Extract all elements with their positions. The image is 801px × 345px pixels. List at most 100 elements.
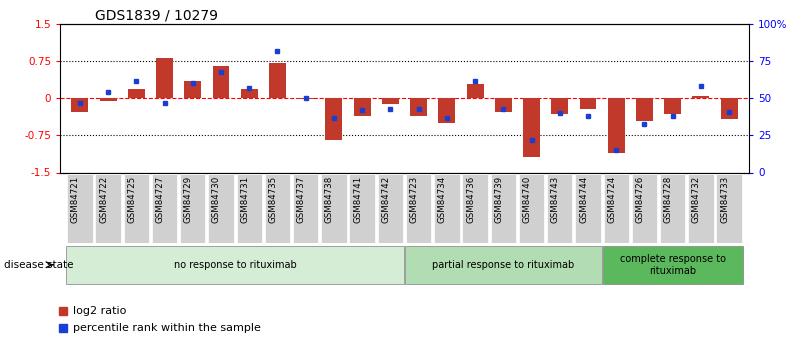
- Text: GSM84737: GSM84737: [296, 176, 306, 223]
- Text: GSM84724: GSM84724: [607, 174, 616, 221]
- Bar: [495, 98, 512, 112]
- Text: GSM84738: GSM84738: [325, 174, 334, 221]
- Text: GSM84733: GSM84733: [720, 176, 729, 223]
- Text: GSM84734: GSM84734: [438, 176, 447, 223]
- Text: GSM84731: GSM84731: [240, 176, 249, 223]
- FancyBboxPatch shape: [321, 174, 347, 243]
- FancyBboxPatch shape: [152, 174, 177, 243]
- FancyBboxPatch shape: [405, 246, 602, 284]
- Text: GSM84727: GSM84727: [155, 174, 164, 221]
- FancyBboxPatch shape: [123, 174, 149, 243]
- Text: GSM84735: GSM84735: [268, 174, 277, 221]
- Bar: [580, 98, 597, 109]
- FancyBboxPatch shape: [519, 174, 544, 243]
- Bar: [382, 98, 399, 104]
- FancyBboxPatch shape: [67, 174, 93, 243]
- Bar: [184, 81, 201, 98]
- Text: GSM84736: GSM84736: [466, 174, 475, 221]
- Bar: [410, 98, 427, 116]
- Bar: [156, 58, 173, 98]
- Text: complete response to
rituximab: complete response to rituximab: [620, 254, 726, 276]
- Text: GSM84723: GSM84723: [409, 176, 419, 223]
- FancyBboxPatch shape: [349, 174, 375, 243]
- Text: GDS1839 / 10279: GDS1839 / 10279: [95, 9, 218, 23]
- Bar: [608, 98, 625, 153]
- Text: GSM84741: GSM84741: [353, 176, 362, 223]
- Bar: [71, 98, 88, 112]
- FancyBboxPatch shape: [265, 174, 290, 243]
- FancyBboxPatch shape: [603, 174, 629, 243]
- Bar: [269, 63, 286, 98]
- Text: percentile rank within the sample: percentile rank within the sample: [73, 323, 261, 333]
- Text: GSM84722: GSM84722: [99, 174, 108, 221]
- Bar: [128, 89, 145, 98]
- Text: GSM84729: GSM84729: [183, 176, 193, 223]
- Bar: [664, 98, 681, 114]
- Text: GSM84740: GSM84740: [522, 174, 532, 221]
- Text: GSM84728: GSM84728: [664, 176, 673, 223]
- FancyBboxPatch shape: [406, 174, 431, 243]
- Bar: [212, 66, 229, 98]
- FancyBboxPatch shape: [462, 174, 488, 243]
- Bar: [99, 98, 116, 101]
- FancyBboxPatch shape: [236, 174, 262, 243]
- Text: partial response to rituximab: partial response to rituximab: [433, 260, 574, 270]
- Text: GSM84730: GSM84730: [212, 174, 221, 221]
- Text: GSM84733: GSM84733: [720, 174, 729, 221]
- FancyBboxPatch shape: [180, 174, 206, 243]
- Bar: [354, 98, 371, 116]
- Text: GSM84743: GSM84743: [551, 176, 560, 223]
- FancyBboxPatch shape: [293, 174, 319, 243]
- FancyBboxPatch shape: [716, 174, 742, 243]
- Text: no response to rituximab: no response to rituximab: [174, 260, 296, 270]
- FancyBboxPatch shape: [575, 174, 601, 243]
- Text: GSM84732: GSM84732: [692, 174, 701, 221]
- Bar: [693, 96, 710, 98]
- FancyBboxPatch shape: [547, 174, 573, 243]
- Text: GSM84741: GSM84741: [353, 174, 362, 221]
- Text: GSM84736: GSM84736: [466, 176, 475, 223]
- FancyBboxPatch shape: [95, 174, 121, 243]
- FancyBboxPatch shape: [660, 174, 686, 243]
- FancyBboxPatch shape: [434, 174, 460, 243]
- Text: GSM84737: GSM84737: [296, 174, 306, 221]
- Text: GSM84738: GSM84738: [325, 176, 334, 223]
- FancyBboxPatch shape: [378, 174, 403, 243]
- Bar: [438, 98, 455, 123]
- Text: GSM84742: GSM84742: [381, 176, 390, 223]
- Text: GSM84744: GSM84744: [579, 174, 588, 221]
- Text: GSM84721: GSM84721: [70, 174, 80, 221]
- Text: GSM84729: GSM84729: [183, 174, 193, 221]
- Text: GSM84739: GSM84739: [494, 174, 503, 221]
- FancyBboxPatch shape: [66, 246, 404, 284]
- Text: GSM84725: GSM84725: [127, 174, 136, 221]
- Text: GSM84723: GSM84723: [409, 174, 419, 221]
- Bar: [523, 98, 540, 157]
- FancyBboxPatch shape: [490, 174, 516, 243]
- Text: GSM84730: GSM84730: [212, 176, 221, 223]
- FancyBboxPatch shape: [688, 174, 714, 243]
- Text: GSM84724: GSM84724: [607, 176, 616, 223]
- Text: GSM84742: GSM84742: [381, 174, 390, 221]
- Bar: [636, 98, 653, 120]
- Text: GSM84722: GSM84722: [99, 176, 108, 223]
- Bar: [721, 98, 738, 119]
- Text: GSM84732: GSM84732: [692, 176, 701, 223]
- Text: GSM84727: GSM84727: [155, 176, 164, 223]
- Text: GSM84735: GSM84735: [268, 176, 277, 223]
- Bar: [551, 98, 568, 114]
- Text: log2 ratio: log2 ratio: [73, 306, 127, 316]
- Text: GSM84726: GSM84726: [635, 174, 645, 221]
- FancyBboxPatch shape: [208, 174, 234, 243]
- Text: GSM84726: GSM84726: [635, 176, 645, 223]
- Text: disease state: disease state: [4, 260, 74, 270]
- Text: GSM84728: GSM84728: [664, 174, 673, 221]
- FancyBboxPatch shape: [632, 174, 657, 243]
- Bar: [297, 98, 314, 99]
- Text: GSM84721: GSM84721: [70, 176, 80, 223]
- Text: GSM84725: GSM84725: [127, 176, 136, 223]
- Text: GSM84743: GSM84743: [551, 174, 560, 221]
- Text: GSM84744: GSM84744: [579, 176, 588, 223]
- Bar: [241, 89, 258, 98]
- Text: GSM84734: GSM84734: [438, 174, 447, 221]
